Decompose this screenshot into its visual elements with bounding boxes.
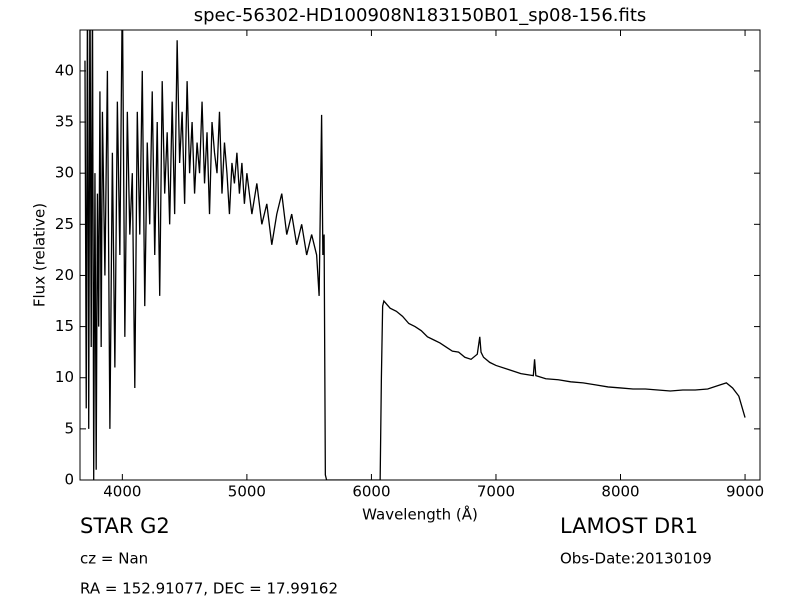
annotation: STAR G2	[80, 514, 170, 538]
y-tick-label: 15	[55, 317, 74, 335]
x-tick-label: 7000	[477, 483, 515, 501]
annotation: Obs-Date:20130109	[560, 550, 712, 568]
y-tick-label: 0	[64, 471, 74, 489]
plot-frame	[79, 29, 761, 481]
chart-title: spec-56302-HD100908N183150B01_sp08-156.f…	[194, 5, 647, 26]
annotation: cz = Nan	[80, 550, 148, 568]
y-tick-label: 40	[55, 61, 74, 79]
spectrum-line	[84, 30, 746, 480]
y-tick-label: 35	[55, 113, 74, 131]
x-axis-label: Wavelength (Å)	[362, 505, 478, 524]
y-tick-label: 10	[55, 368, 74, 386]
annotation: LAMOST DR1	[560, 514, 698, 538]
y-axis-label: Flux (relative)	[31, 203, 49, 307]
x-tick-label: 4000	[103, 483, 141, 501]
annotation: RA = 152.91077, DEC = 17.99162	[80, 580, 338, 598]
x-tick-label: 8000	[601, 483, 639, 501]
y-tick-label: 25	[55, 215, 74, 233]
y-tick-label: 20	[55, 266, 74, 284]
y-tick-label: 5	[64, 419, 74, 437]
x-tick-label: 6000	[352, 483, 390, 501]
y-tick-label: 30	[55, 164, 74, 182]
x-tick-label: 9000	[726, 483, 764, 501]
x-tick-label: 5000	[228, 483, 266, 501]
